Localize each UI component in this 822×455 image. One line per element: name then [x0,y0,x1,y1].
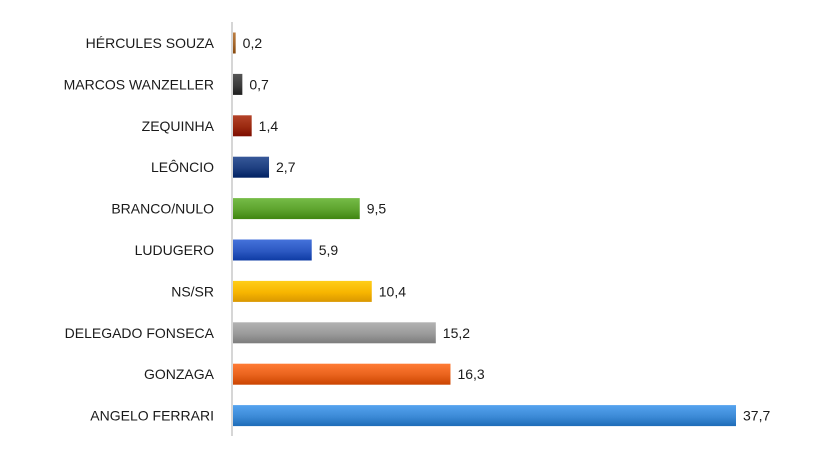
value-label: 16,3 [457,366,484,382]
bar [233,115,252,137]
value-label: 37,7 [743,408,770,424]
category-label: HÉRCULES SOUZA [86,35,215,51]
bar [233,73,243,95]
bar [233,363,451,385]
bar [233,280,372,302]
category-label: BRANCO/NULO [111,201,214,217]
value-label: 9,5 [367,201,387,217]
category-label: MARCOS WANZELLER [64,76,214,92]
value-label: 10,4 [379,283,406,299]
category-label: NS/SR [171,283,214,299]
value-label: 2,7 [276,159,296,175]
category-label: LEÔNCIO [151,159,214,175]
bar [233,405,736,427]
category-label: LUDUGERO [135,242,214,258]
bar [233,198,360,220]
category-label: DELEGADO FONSECA [65,325,215,341]
value-label: 0,2 [243,35,263,51]
value-label: 5,9 [319,242,339,258]
value-label: 0,7 [249,76,269,92]
bar [233,32,236,54]
bar [233,239,312,261]
bars-layer: HÉRCULES SOUZA 0,2 MARCOS WANZELLER 0,7 ZEQU… [64,32,770,427]
category-label: ZEQUINHA [142,118,215,134]
bar [233,322,436,344]
bar [233,156,270,178]
value-label: 1,4 [259,118,279,134]
category-label: ANGELO FERRARI [90,408,214,424]
value-label: 15,2 [443,325,470,341]
category-label: GONZAGA [144,366,215,382]
